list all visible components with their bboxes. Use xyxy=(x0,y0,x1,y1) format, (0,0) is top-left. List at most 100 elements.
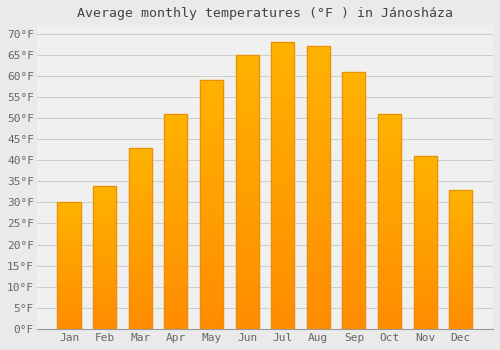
Bar xyxy=(378,125,401,135)
Bar xyxy=(449,287,472,294)
Bar xyxy=(200,80,223,329)
Bar xyxy=(342,278,365,290)
Bar xyxy=(58,247,80,253)
Bar xyxy=(414,277,436,286)
Bar xyxy=(306,46,330,61)
Bar xyxy=(164,243,188,254)
Bar xyxy=(414,320,436,329)
Bar xyxy=(378,297,401,307)
Bar xyxy=(93,307,116,315)
Bar xyxy=(271,114,294,128)
Bar xyxy=(449,197,472,204)
Bar xyxy=(93,315,116,322)
Bar xyxy=(342,226,365,239)
Bar xyxy=(164,221,188,232)
Bar xyxy=(58,259,80,266)
Bar xyxy=(378,254,401,264)
Bar xyxy=(306,75,330,89)
Bar xyxy=(128,302,152,311)
Bar xyxy=(414,199,436,208)
Bar xyxy=(271,286,294,300)
Bar xyxy=(93,286,116,293)
Bar xyxy=(93,193,116,200)
Bar xyxy=(378,264,401,275)
Bar xyxy=(271,214,294,229)
Bar xyxy=(271,99,294,114)
Bar xyxy=(200,242,223,254)
Bar xyxy=(271,186,294,200)
Bar xyxy=(236,288,258,301)
Bar xyxy=(236,96,258,110)
Bar xyxy=(378,114,401,329)
Bar xyxy=(306,244,330,258)
Bar xyxy=(58,278,80,285)
Bar xyxy=(164,168,188,179)
Bar xyxy=(200,80,223,92)
Bar xyxy=(378,211,401,221)
Bar xyxy=(93,221,116,229)
Bar xyxy=(200,92,223,105)
Bar xyxy=(236,55,258,329)
Bar xyxy=(342,149,365,162)
Bar xyxy=(164,254,188,264)
Bar xyxy=(449,294,472,301)
Bar xyxy=(378,275,401,286)
Bar xyxy=(414,173,436,182)
Bar xyxy=(128,148,152,329)
Bar xyxy=(93,186,116,329)
Bar xyxy=(58,291,80,297)
Bar xyxy=(58,285,80,291)
Bar xyxy=(342,187,365,200)
Bar xyxy=(200,304,223,316)
Bar xyxy=(128,220,152,229)
Bar xyxy=(236,233,258,247)
Bar xyxy=(93,257,116,264)
Bar xyxy=(200,229,223,242)
Bar xyxy=(449,273,472,280)
Bar xyxy=(271,229,294,243)
Bar xyxy=(271,71,294,85)
Bar xyxy=(306,315,330,329)
Bar xyxy=(164,318,188,329)
Bar xyxy=(449,308,472,315)
Bar xyxy=(128,284,152,293)
Bar xyxy=(93,236,116,243)
Bar xyxy=(58,221,80,228)
Bar xyxy=(236,137,258,151)
Bar xyxy=(414,268,436,277)
Bar xyxy=(236,301,258,315)
Bar xyxy=(58,310,80,316)
Bar xyxy=(449,204,472,211)
Bar xyxy=(128,184,152,193)
Bar xyxy=(306,117,330,131)
Bar xyxy=(414,156,436,164)
Bar xyxy=(58,240,80,247)
Bar xyxy=(200,316,223,329)
Bar xyxy=(58,323,80,329)
Bar xyxy=(306,46,330,329)
Bar xyxy=(271,257,294,272)
Bar xyxy=(58,209,80,215)
Bar xyxy=(58,228,80,234)
Bar xyxy=(164,125,188,135)
Bar xyxy=(306,216,330,230)
Bar xyxy=(200,217,223,229)
Bar xyxy=(449,238,472,245)
Bar xyxy=(449,218,472,224)
Bar xyxy=(93,207,116,214)
Bar xyxy=(306,287,330,301)
Bar xyxy=(378,168,401,179)
Bar xyxy=(200,192,223,204)
Bar xyxy=(200,180,223,192)
Bar xyxy=(449,245,472,252)
Bar xyxy=(164,114,188,125)
Bar xyxy=(378,232,401,243)
Bar xyxy=(449,301,472,308)
Bar xyxy=(93,322,116,329)
Bar xyxy=(378,307,401,318)
Bar xyxy=(164,114,188,329)
Bar xyxy=(271,200,294,214)
Bar xyxy=(236,110,258,123)
Bar xyxy=(271,300,294,315)
Bar xyxy=(236,55,258,69)
